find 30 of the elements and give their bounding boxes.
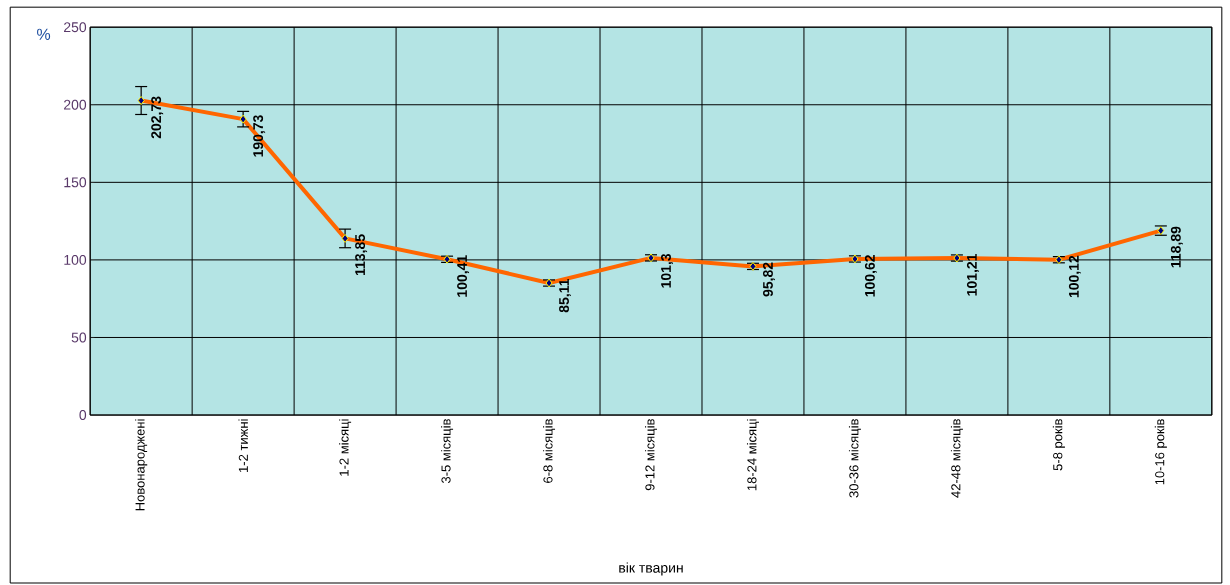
x-tick-label: 10-16 років	[1154, 419, 1167, 485]
data-label: 101,3	[661, 253, 673, 288]
data-label: 100,41	[457, 255, 470, 297]
x-axis-title: вік тварин	[619, 562, 683, 576]
y-tick-label: 50	[71, 332, 87, 343]
data-label: 202,73	[151, 96, 164, 139]
y-tick-label: 150	[64, 177, 87, 188]
x-tick-label: Новонароджені	[135, 419, 148, 511]
x-tick-label: 3-5 місяців	[441, 419, 454, 483]
data-label: 113,85	[355, 234, 368, 276]
x-tick-label: 1-2 тижні	[238, 419, 248, 472]
y-tick-label: 200	[64, 99, 87, 110]
x-tick-label: 42-48 місяців	[950, 419, 963, 498]
x-tick-label: 6-8 місяців	[543, 419, 556, 483]
data-label: 190,73	[253, 115, 266, 157]
data-label: 101,21	[966, 253, 979, 296]
x-tick-label: 5-8 років	[1052, 419, 1065, 471]
y-tick-label: 250	[64, 22, 87, 33]
x-tick-label: 1-2 місяці	[339, 419, 352, 476]
data-label: 118,89	[1170, 226, 1183, 268]
y-tick-label: 100	[64, 254, 87, 265]
y-axis-title: %	[37, 28, 51, 40]
data-label: 95,82	[762, 262, 775, 297]
x-tick-label: 9-12 місяців	[645, 419, 658, 491]
data-label: 85,11	[559, 278, 571, 313]
data-label: 100,12	[1068, 255, 1081, 298]
y-tick-label: 0	[79, 410, 87, 420]
x-tick-label: 18-24 місяці	[746, 419, 759, 491]
x-tick-label: 30-36 місяців	[848, 419, 861, 498]
data-label: 100,62	[864, 254, 877, 297]
